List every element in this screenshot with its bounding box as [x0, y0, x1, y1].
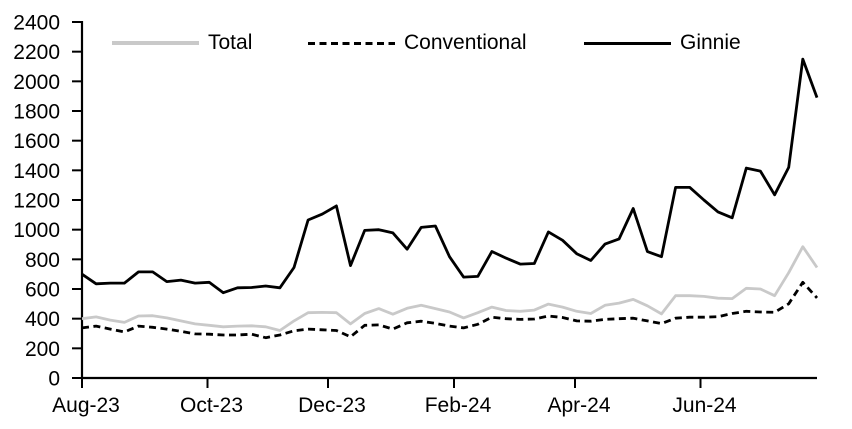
- y-tick-label: 0: [48, 368, 60, 391]
- x-tick-label: Dec-23: [298, 394, 366, 417]
- series-line-ginnie: [81, 57, 819, 295]
- y-tick-label: 400: [25, 308, 60, 331]
- y-tick-label: 1400: [13, 160, 60, 183]
- y-tick-label: 1200: [13, 190, 60, 213]
- y-tick-label: 800: [25, 249, 60, 272]
- x-tick-label: Oct-23: [180, 394, 243, 417]
- y-axis: 0 200 400 600 800 1000 1200 1400 1600 1800 2000 220…: [13, 12, 84, 391]
- x-tick-label: Jun-24: [672, 394, 737, 417]
- y-tick-label: 1800: [13, 101, 60, 124]
- y-tick-label: 2400: [13, 12, 60, 35]
- y-tick-label: 2000: [13, 71, 60, 94]
- y-tick-label: 1000: [13, 219, 60, 242]
- x-tick-label: Apr-24: [547, 394, 610, 417]
- x-tick-label: Feb-24: [425, 394, 492, 417]
- y-tick-label: 2200: [13, 41, 60, 64]
- x-tick-label: Aug-23: [52, 394, 120, 417]
- x-axis: Aug-23 Oct-23 Dec-23 Feb-24 Apr-24 Jun-24: [52, 376, 817, 417]
- y-tick-label: 600: [25, 279, 60, 302]
- y-tick-label: 200: [25, 338, 60, 361]
- x-tick-group: Aug-23 Oct-23 Dec-23 Feb-24 Apr-24 Jun-24: [52, 378, 737, 417]
- y-tick-group: 0 200 400 600 800 1000 1200 1400 1600 1800 2000 220…: [13, 12, 82, 391]
- series-line-total: [81, 245, 819, 332]
- y-tick-label: 1600: [13, 130, 60, 153]
- series-lines: [81, 57, 819, 340]
- series-line-conventional: [81, 280, 819, 340]
